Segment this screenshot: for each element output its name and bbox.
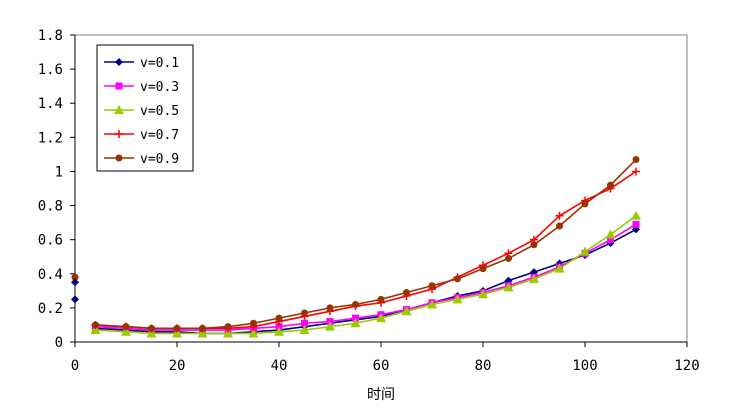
series-line [95, 223, 637, 331]
x-tick-label: 0 [71, 358, 79, 374]
data-point [90, 325, 101, 335]
legend-label: v=0.3 [140, 80, 179, 95]
x-tick-label: 60 [373, 358, 390, 374]
legend-label: v=0.1 [140, 56, 179, 71]
data-point [403, 289, 410, 297]
data-point [632, 156, 640, 164]
series-line [95, 158, 637, 330]
x-tick-label: 20 [169, 358, 186, 374]
x-tick-label: 100 [572, 358, 597, 374]
series-line [95, 170, 637, 330]
x-tick-label: 80 [475, 358, 492, 374]
data-point [556, 222, 563, 230]
data-point [580, 246, 590, 256]
data-point [401, 306, 412, 316]
data-point [632, 167, 640, 176]
y-tick-label: 1.6 [38, 62, 63, 78]
data-point [529, 273, 539, 283]
data-point [301, 319, 308, 327]
data-point [503, 282, 514, 292]
y-tick-label: 1.2 [38, 130, 63, 146]
x-tick-label: 40 [271, 358, 288, 374]
data-point [479, 265, 487, 273]
legend-swatch-marker [114, 105, 124, 114]
data-point [427, 299, 437, 309]
y-tick-label: 0.4 [38, 267, 63, 283]
legend-swatch-marker [115, 154, 123, 162]
data-point [301, 309, 308, 317]
data-point [376, 313, 386, 323]
data-point [505, 254, 512, 262]
y-tick-label: 1.4 [38, 96, 63, 112]
data-point [631, 210, 641, 220]
legend-label: v=0.5 [140, 104, 179, 119]
data-point [275, 323, 283, 331]
data-point [352, 314, 359, 322]
y-tick-label: 1 [55, 164, 63, 180]
data-point [326, 318, 334, 326]
data-point [478, 289, 488, 299]
data-point [172, 328, 182, 338]
legend-label: v=0.7 [140, 128, 179, 143]
outlier-point [71, 273, 79, 281]
series-v=0.5 [90, 210, 641, 338]
legend: v=0.1 v=0.3 v=0.5 v=0.7 v=0.9 [96, 44, 194, 172]
data-point [146, 328, 157, 338]
data-point [605, 229, 616, 239]
series-line [95, 228, 637, 335]
data-point [607, 236, 614, 244]
data-point [148, 324, 155, 332]
data-point [223, 328, 233, 338]
legend-swatch-marker [115, 58, 123, 66]
data-point [452, 294, 463, 304]
data-point [248, 328, 259, 338]
series-layer [71, 156, 641, 338]
data-point [250, 319, 257, 327]
legend-label: v=0.9 [140, 152, 179, 167]
outlier-points [71, 273, 79, 304]
legend-swatch-marker [115, 130, 123, 138]
data-point [326, 304, 334, 312]
y-tick-label: 0.6 [38, 233, 63, 249]
data-point [352, 300, 359, 308]
data-point [275, 314, 283, 322]
data-point [121, 326, 131, 336]
series-v=0.7 [91, 167, 640, 333]
axes: 0 0.2 0.4 0.6 0.8 1 1.2 1.4 1.6 1.8 0 20 40 60 80 100 12… [38, 28, 700, 374]
data-point [224, 323, 232, 331]
data-point [632, 220, 640, 228]
data-point [197, 328, 208, 338]
data-point [173, 324, 181, 332]
data-point [554, 263, 565, 273]
series-line [95, 215, 637, 335]
y-tick-label: 0 [55, 335, 63, 351]
data-point [530, 241, 538, 249]
data-point [274, 326, 284, 336]
y-tick-label: 1.8 [38, 28, 63, 44]
data-point [91, 321, 99, 329]
data-point [454, 275, 461, 283]
data-point [122, 323, 130, 331]
x-axis-label: 时间 [367, 387, 395, 403]
data-point [428, 282, 436, 290]
data-point [607, 181, 614, 189]
y-tick-label: 0.2 [38, 301, 63, 317]
series-v=0.9 [91, 156, 640, 332]
data-point [350, 318, 361, 328]
data-point [581, 200, 589, 208]
legend-box [96, 44, 194, 172]
data-point [555, 211, 564, 220]
x-tick-label: 120 [674, 358, 699, 374]
data-point [299, 325, 310, 335]
y-tick-label: 0.8 [38, 199, 63, 215]
outlier-point [71, 295, 79, 304]
series-v=0.3 [91, 220, 640, 334]
data-point [199, 324, 206, 332]
outlier-point [71, 278, 79, 287]
legend-swatch-marker [115, 82, 123, 90]
data-point [325, 321, 335, 331]
data-point [377, 295, 385, 303]
